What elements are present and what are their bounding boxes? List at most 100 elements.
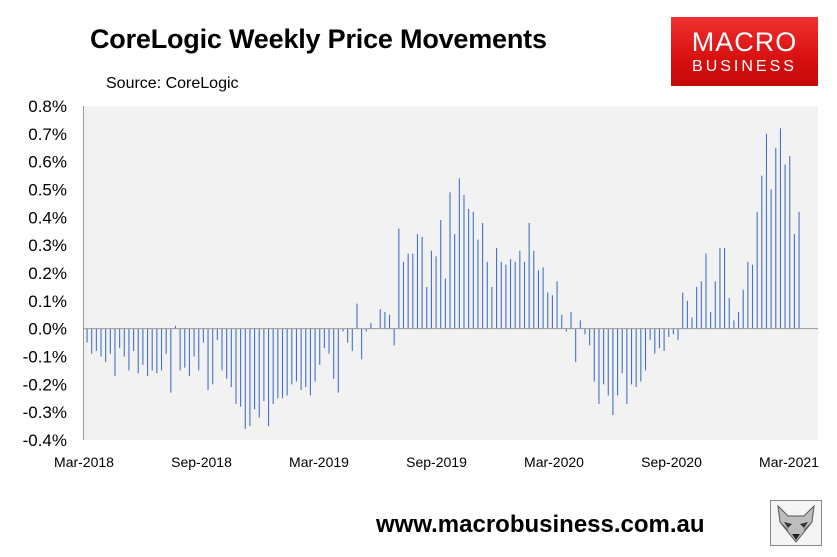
bar [174,325,177,329]
y-tick-label: -0.3% [23,403,67,422]
chart-source: Source: CoreLogic [106,75,239,92]
bar [142,328,144,365]
bar [426,286,428,329]
bar [710,311,712,329]
x-tick-label: Sep-2019 [406,454,467,470]
y-tick-label: -0.4% [23,431,67,450]
bar [440,220,442,329]
chart-title: CoreLogic Weekly Price Movements [90,24,547,54]
y-tick-label: 0.5% [28,181,67,200]
x-tick-label: Mar-2018 [54,454,114,470]
bar [509,259,512,329]
bar [128,328,130,371]
bar [677,328,679,340]
bar [630,328,633,385]
website-url: www.macrobusiness.com.au [376,511,705,538]
bar [528,222,530,329]
bar [547,292,549,329]
bar [747,261,749,329]
bar [123,328,125,357]
bar [240,328,242,407]
fox-logo-icon [770,500,822,546]
bar [95,328,97,351]
bar [514,261,516,329]
bar [551,295,553,329]
bar [472,211,474,329]
bar [398,228,400,329]
bar [109,328,111,354]
bar [668,328,670,338]
x-tick-label: Sep-2020 [641,454,702,470]
bar [216,328,218,340]
bar [430,250,432,329]
bar [500,261,502,329]
y-tick-label: 0.2% [28,264,67,283]
bar [593,328,595,382]
bar [305,328,307,388]
bar [193,328,195,357]
bar [640,328,642,382]
bar [751,264,754,329]
x-tick-labels: Mar-2018 Sep-2018 Mar-2019 Sep-2019 Mar-2020… [54,454,819,470]
y-tick-label: 0.1% [28,292,67,311]
bar [160,328,163,371]
bar [649,328,651,340]
bar [202,328,204,343]
y-tick-label: 0.7% [28,125,67,144]
bar [533,250,535,329]
bar [612,328,614,415]
bar [342,328,344,332]
y-tick-label: -0.1% [23,348,67,367]
bar [212,328,214,385]
bar [458,178,460,329]
y-tick-labels: 0.8% 0.7% 0.6% 0.5% 0.4% 0.3% 0.2% 0.1% 0.0% -0.1… [23,97,67,450]
bar [700,281,702,329]
bar [295,328,298,382]
bar [486,261,488,329]
bar [598,328,600,404]
bar [156,328,158,374]
bar [356,303,358,329]
bar [379,309,381,329]
bar [402,261,405,329]
bar [765,133,768,329]
bar [463,195,465,329]
bar [184,328,186,368]
bar [575,328,577,363]
bar [644,328,647,371]
bar [333,328,335,379]
bar [384,311,386,329]
bar [388,314,391,329]
bar [719,247,721,329]
bar [221,328,223,371]
bar [254,328,256,410]
bar [137,328,139,374]
bar [682,292,684,329]
bar [267,328,270,427]
bar [272,328,274,404]
bar [133,328,135,351]
bar [170,328,172,393]
bar [477,239,479,329]
x-tick-label: Sep-2018 [171,454,232,470]
bar [323,328,325,349]
bar [793,234,795,329]
bar [291,328,293,385]
bar [277,328,279,399]
macro-business-logo: MACRO BUSINESS [671,17,818,86]
bar [561,314,563,329]
bar [263,328,265,402]
bar [435,256,437,329]
bar [542,267,544,329]
bar [235,328,237,404]
bar [482,222,484,329]
bar [728,298,730,329]
bar [491,286,493,329]
bar [179,328,181,371]
bar [249,328,251,427]
bar [621,328,623,374]
bar [444,278,446,329]
bar [147,328,149,376]
bar [454,234,456,329]
